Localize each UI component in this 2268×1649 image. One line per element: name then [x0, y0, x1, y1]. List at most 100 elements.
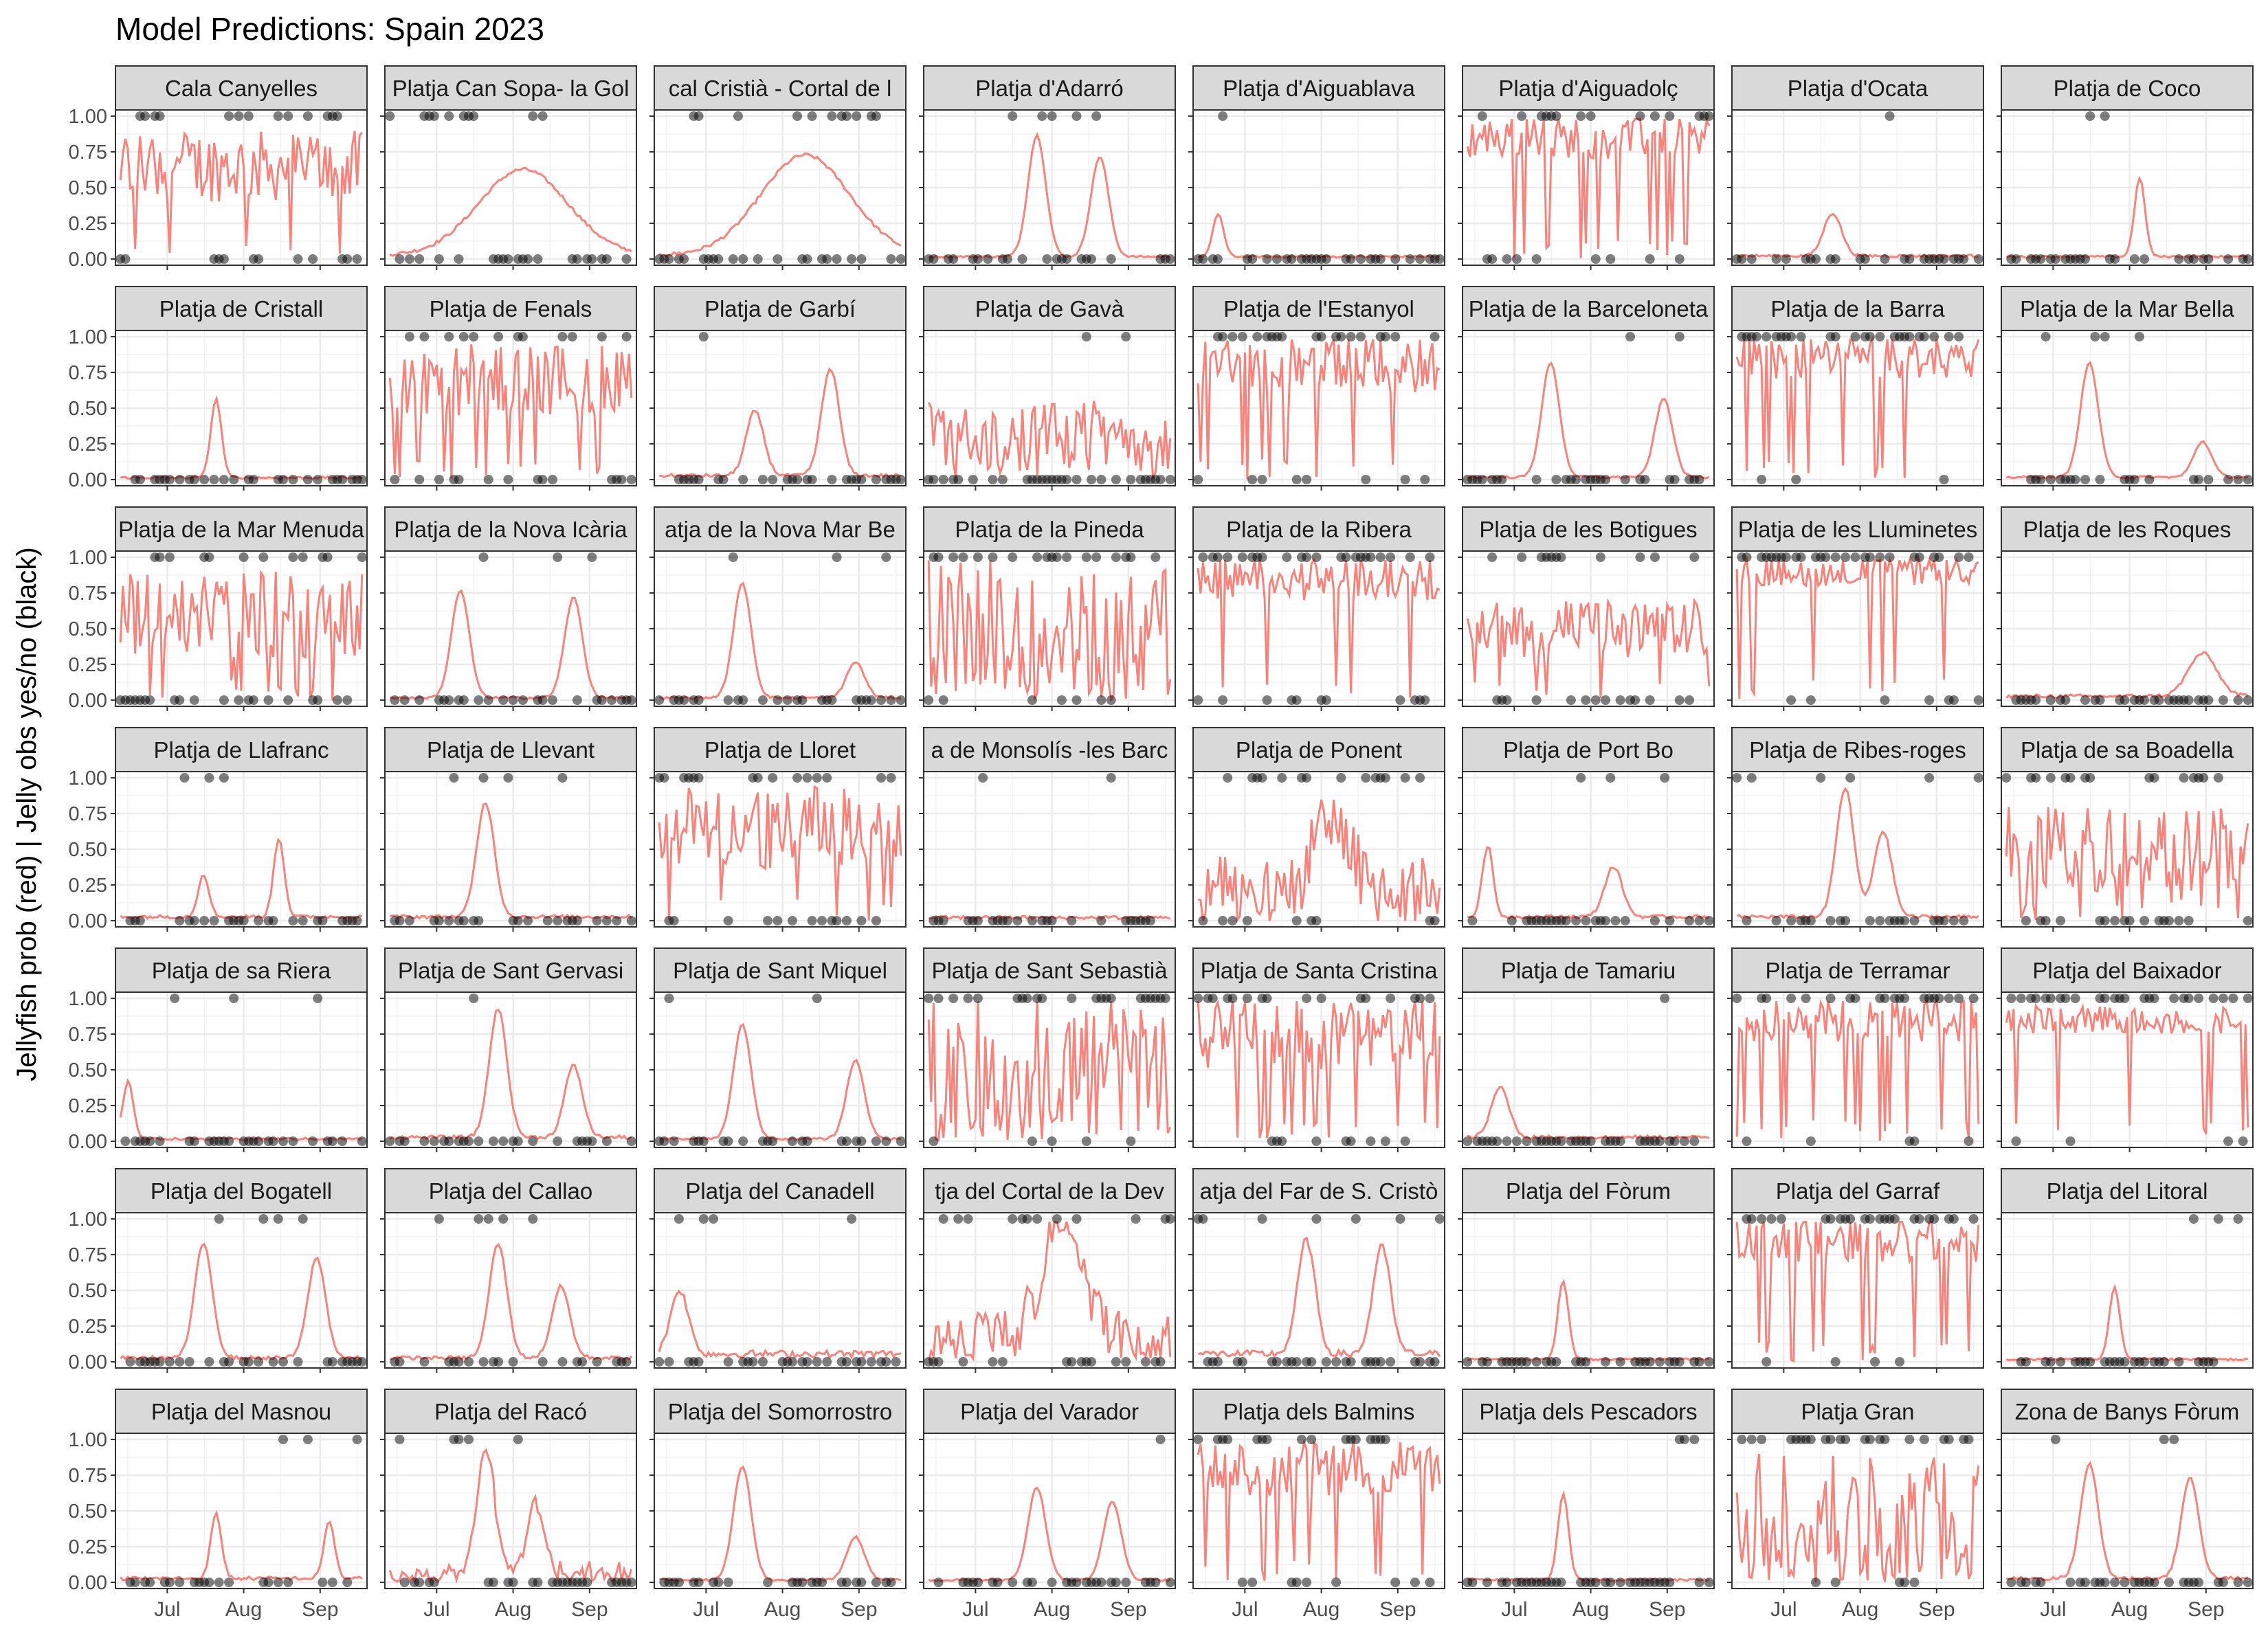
facet-panel: Platja de Llafranc 0.00 0.25 0.50 0.75 1.00	[69, 727, 368, 932]
panel-strip	[654, 286, 907, 331]
observation-point	[1948, 695, 1959, 705]
observation-point	[1590, 695, 1601, 705]
observation-point	[454, 475, 464, 484]
observation-point	[1350, 1435, 1361, 1444]
probability-line	[1197, 799, 1441, 923]
facet-panel: atja del Far de S. Cristò	[1188, 1168, 1445, 1373]
observation-point	[698, 1136, 709, 1146]
x-tick-label: Jul	[423, 1598, 449, 1621]
observation-point	[664, 994, 674, 1003]
observation-point	[444, 332, 454, 341]
observation-point	[1467, 916, 1478, 926]
observation-point	[1346, 332, 1356, 341]
observation-point	[298, 1214, 308, 1224]
observation-point	[155, 111, 165, 121]
observation-point	[1649, 111, 1660, 121]
observation-point	[1463, 1357, 1473, 1367]
observation-point	[483, 1214, 493, 1224]
observation-point	[1257, 1214, 1267, 1224]
observation-point	[1087, 254, 1096, 264]
y-tick-label: 0.00	[69, 1131, 107, 1153]
observation-point	[263, 1578, 274, 1587]
observation-point	[219, 254, 229, 264]
observation-point	[1091, 552, 1102, 562]
observation-point	[474, 1214, 484, 1224]
observation-point	[1694, 916, 1704, 926]
observation-point	[2233, 1578, 2243, 1587]
observation-point	[2080, 254, 2090, 264]
observation-point	[189, 695, 199, 705]
observation-point	[1291, 1357, 1302, 1367]
observation-point	[807, 916, 817, 926]
observation-point	[674, 1578, 684, 1587]
observation-point	[503, 254, 513, 264]
observation-point	[592, 1357, 602, 1367]
observation-point	[1405, 552, 1415, 562]
observation-point	[1615, 1357, 1625, 1367]
observation-point	[214, 1578, 224, 1587]
observation-point	[293, 254, 303, 264]
observation-point	[972, 552, 983, 562]
observation-point	[2100, 994, 2110, 1003]
observation-point	[1096, 475, 1107, 484]
facet-panel: Platja de Llevant	[380, 727, 637, 932]
observation-point	[1914, 552, 1924, 562]
observation-point	[2021, 1578, 2031, 1587]
observation-point	[2080, 1578, 2090, 1587]
observation-point	[659, 1136, 669, 1146]
panel-strip	[1462, 947, 1715, 993]
observation-point	[1087, 475, 1096, 484]
observation-point	[1746, 1435, 1757, 1444]
observation-point	[1321, 254, 1331, 264]
observation-point	[1694, 1578, 1704, 1587]
observation-point	[204, 773, 214, 783]
observation-point	[503, 773, 513, 783]
observation-point	[2129, 254, 2139, 264]
facet-panel: Platja del Bogatell 0.00 0.25 0.50 0.75 1.00	[69, 1168, 368, 1373]
observation-point	[792, 773, 803, 783]
observation-point	[1737, 254, 1747, 264]
probability-line	[1197, 1236, 1441, 1358]
observation-point	[938, 916, 948, 926]
observation-point	[1420, 695, 1430, 705]
observation-point	[1502, 1578, 1512, 1587]
observation-point	[886, 773, 896, 783]
panel-strip	[654, 65, 907, 111]
observation-point	[557, 773, 568, 783]
observation-point	[2139, 1357, 2150, 1367]
observation-point	[1487, 254, 1498, 264]
observation-point	[1689, 1435, 1700, 1444]
panel-strip	[1731, 65, 1984, 111]
observation-point	[709, 1214, 719, 1224]
observation-point	[1694, 475, 1704, 484]
facet-panel: Platja d'Ocata	[1727, 65, 1984, 270]
observation-point	[1635, 552, 1645, 562]
observation-point	[488, 1578, 498, 1587]
observation-point	[2120, 695, 2130, 705]
observation-point	[802, 1357, 812, 1367]
observation-point	[449, 773, 459, 783]
observation-point	[1218, 916, 1228, 926]
observation-point	[948, 994, 959, 1003]
observation-point	[1111, 1578, 1121, 1587]
observation-point	[1786, 332, 1797, 341]
observation-point	[1875, 916, 1885, 926]
observation-point	[938, 475, 948, 484]
observation-point	[2243, 254, 2253, 264]
observation-point	[469, 332, 479, 341]
observation-point	[2120, 1578, 2130, 1587]
y-tick-label: 0.75	[69, 1024, 107, 1046]
observation-point	[1694, 1357, 1704, 1367]
observation-point	[997, 1357, 1008, 1367]
observation-point	[1830, 332, 1841, 341]
observation-point	[1757, 1214, 1767, 1224]
observation-point	[548, 695, 557, 705]
observation-point	[1746, 773, 1757, 783]
panel-strip	[115, 506, 368, 552]
panel-title: Platja Can Sopa- la Gol	[392, 76, 630, 101]
observation-point	[1595, 552, 1605, 562]
observation-point	[557, 1357, 568, 1367]
observation-point	[1522, 1357, 1532, 1367]
observation-point	[537, 695, 548, 705]
observation-point	[757, 695, 768, 705]
